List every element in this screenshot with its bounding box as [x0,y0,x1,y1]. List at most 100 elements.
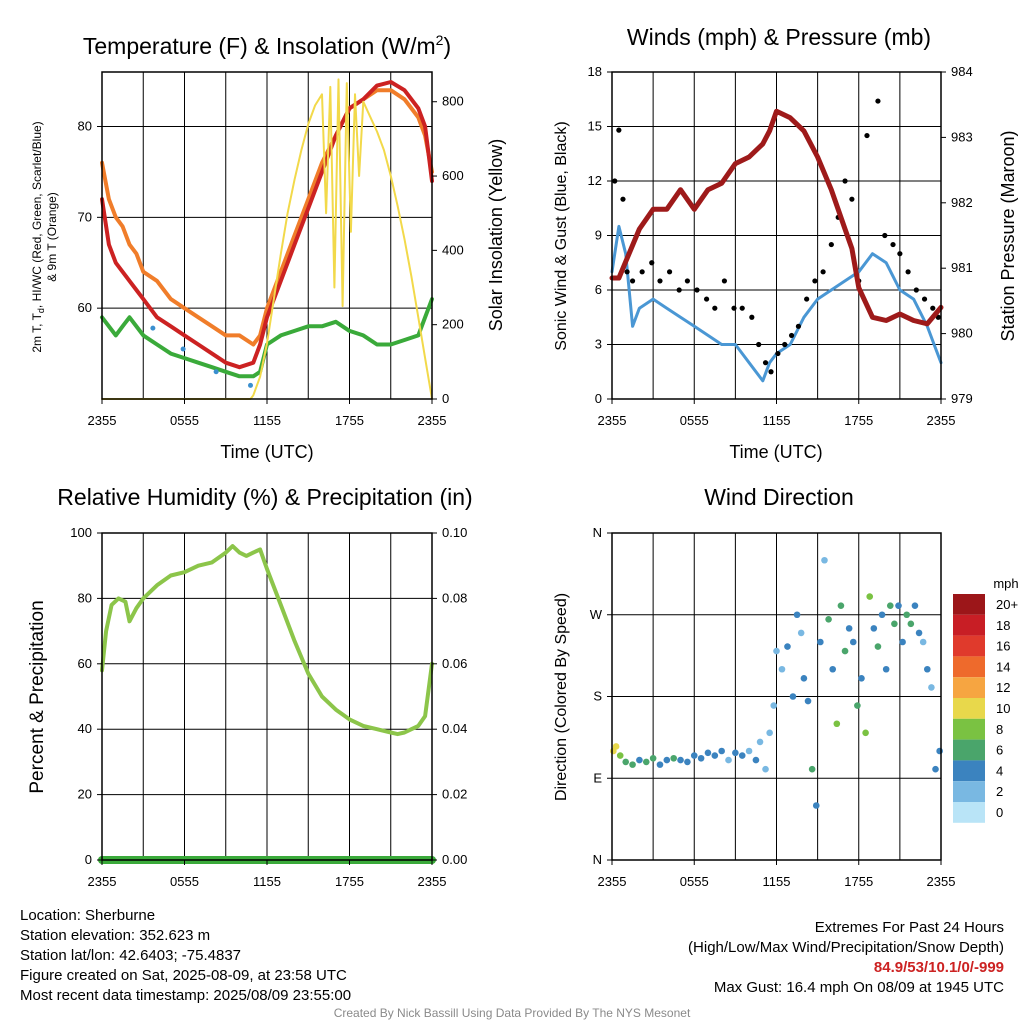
y2-tick-label: 0.06 [442,656,467,671]
direction-point [870,625,878,632]
wind-series [610,224,943,383]
legend-label: 20+ [996,597,1018,612]
legend-swatch [953,739,985,761]
direction-point [704,749,712,757]
y2-tick-label: 600 [442,168,464,183]
direction-point [773,647,780,655]
y2-tick-label: 0.08 [442,590,467,605]
y-tick-label: 100 [70,525,92,540]
legend-swatch [953,698,985,719]
direction-point [837,602,845,609]
x-tick-label: 2355 [927,413,956,428]
gust-point [721,278,728,284]
gust-point [694,287,700,293]
y-tick-label: 80 [78,119,92,134]
direction-point [915,629,923,637]
y-tick-label: N [593,852,602,867]
gust-point [875,98,881,104]
direction-point [711,752,719,759]
direction-point [789,693,797,700]
y-axis-label: Percent & Precipitation [27,600,48,793]
gust-point [712,305,718,311]
gust-point [882,232,888,239]
direction-point [725,756,732,764]
y2-tick-label: 200 [442,317,464,332]
direction-point [841,647,849,655]
direction-point [616,752,624,759]
legend-label: 18 [996,618,1010,633]
gust-point [624,269,630,275]
direction-point [697,754,705,762]
y-tick-label: S [593,689,602,704]
direction-point [690,752,698,759]
y2-tick-label: 800 [442,94,464,109]
direction-point [656,761,664,768]
gust-point [804,296,810,302]
gust-point [921,296,928,302]
x-tick-label: 1755 [844,413,873,428]
direction-point [833,720,841,728]
legend-title: mph [993,576,1018,591]
temp-series [100,80,434,370]
heat_index-point [180,346,186,352]
y2-tick-label: 0.10 [442,525,467,540]
direction-point [756,738,764,746]
direction-point [825,615,832,623]
gust-point [812,278,818,284]
speed-colorbar: mph 20+ 18 16 14 12 10 8 6 4 2 0 [953,576,1019,823]
panel-wind-direction: Wind Direction 2355 0555 1155 1755 2355 N E S W N… [553,484,1019,889]
chart-title: Wind Direction [704,484,854,510]
x-tick-label: 0555 [170,874,199,889]
legend-swatch [953,718,985,740]
y-axis-label: Sonic Wind & Gust (Blue, Black) [553,121,570,350]
max-gust: Max Gust: 16.4 mph On 08/09 at 1945 UTC [713,979,1004,996]
gust-point [703,296,710,302]
gust-point [684,278,690,284]
gust-point [788,332,795,339]
direction-point [663,756,671,764]
legend-swatch [953,677,985,698]
y-tick-label: E [593,770,602,785]
y-tick-label: 18 [588,64,602,79]
direction-point [849,638,857,646]
gust-point [731,305,737,311]
direction-point [821,556,828,564]
extremes-values: 84.9/53/10.1/0/-999 [873,959,1004,976]
direction-point [923,665,931,673]
direction-point [800,675,808,682]
gust-point [666,269,673,275]
figure-created: Figure created on Sat, 2025-08-09, at 23… [20,967,347,984]
gust-point [930,305,936,311]
direction-point [778,665,786,673]
y-axis-label: Direction (Colored By Speed) [553,593,570,801]
y-tick-label: W [590,607,603,622]
y2-tick-label: 984 [951,64,973,79]
y-tick-label: 80 [78,590,92,605]
figure-canvas: Temperature (F) & Insolation (W/m2) 2355… [27,24,1019,889]
gust-point [749,314,755,320]
legend-swatch [953,760,985,782]
gust-point [820,269,826,275]
x-tick-label: 1155 [763,874,791,889]
plot-frame [611,532,942,861]
station-latlon: Station lat/lon: 42.6403; -75.4837 [20,947,242,964]
plot-frame [611,71,942,400]
direction-point [629,761,636,768]
y-tick-label: 15 [588,119,602,134]
x-tick-label: 2355 [927,874,956,889]
temp9m-series [100,88,434,347]
direction-point [738,752,746,759]
direction-point [862,729,869,737]
x-tick-label: 2355 [598,874,627,889]
direction-point [895,602,902,609]
legend-swatch [953,781,985,802]
y-tick-label: 0 [85,852,92,867]
y-tick-label: N [593,525,602,540]
y-tick-label: 6 [595,282,602,297]
y-tick-label: 40 [78,721,92,736]
direction-point [612,743,620,750]
direction-point [684,758,691,766]
direction-point [636,756,643,764]
extremes-panel: Extremes For Past 24 Hours (High/Low/Max… [688,918,1004,998]
legend-swatch [953,594,985,615]
